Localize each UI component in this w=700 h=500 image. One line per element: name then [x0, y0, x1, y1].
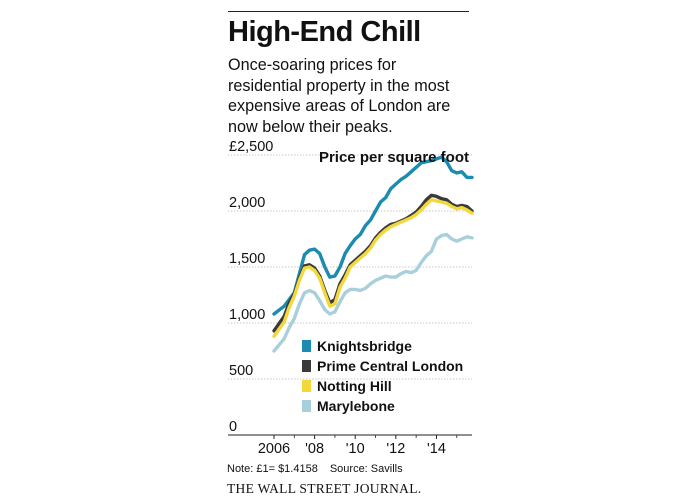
- legend-swatch-notting-hill: [302, 380, 311, 392]
- top-rule: [228, 11, 469, 12]
- legend-label-prime-central-london: Prime Central London: [317, 358, 463, 374]
- legend-label-knightsbridge: Knightsbridge: [317, 338, 412, 354]
- y-tick-label: 500: [229, 363, 253, 379]
- legend-label-notting-hill: Notting Hill: [317, 378, 392, 394]
- y-tick-label: 1,000: [229, 307, 265, 323]
- currency-note: Note: £1= $1.4158: [227, 463, 318, 475]
- source-note: Source: Savills: [329, 463, 403, 475]
- x-axis: 2006 '08 '10 '12 '14: [228, 434, 472, 457]
- legend-swatch-knightsbridge: [302, 340, 311, 352]
- x-tick-label: '12: [386, 441, 405, 457]
- publisher-credit: THE WALL STREET JOURNAL.: [227, 481, 422, 496]
- series-line-knightsbridge: [272, 155, 474, 316]
- series-line-notting-hill: [272, 198, 474, 339]
- chart-headline: High-End Chill: [228, 16, 421, 48]
- chart-title: Price per square foot: [319, 149, 469, 166]
- legend: Knightsbridge Prime Central London Notting…: [302, 338, 463, 414]
- series-lines: [272, 155, 474, 353]
- y-tick-label: 2,000: [229, 195, 265, 211]
- footnote: Note: £1= $1.4158 Source: Savills: [227, 463, 403, 475]
- x-tick-label: '10: [346, 441, 365, 457]
- legend-label-marylebone: Marylebone: [317, 398, 395, 414]
- x-tick-label: '08: [305, 441, 324, 457]
- x-tick-label: 2006: [258, 441, 290, 457]
- chart-description: Once-soaring prices for residential prop…: [228, 56, 451, 136]
- y-tick-label: 0: [229, 419, 237, 435]
- x-tick-label: '14: [427, 441, 446, 457]
- y-axis-tick-labels: £2,500 2,000 1,500 1,000 500 0: [229, 139, 273, 435]
- legend-swatch-prime-central-london: [302, 360, 311, 372]
- y-tick-label: £2,500: [229, 139, 273, 155]
- series-line-marylebone: [272, 232, 474, 353]
- legend-swatch-marylebone: [302, 400, 311, 412]
- y-tick-label: 1,500: [229, 251, 265, 267]
